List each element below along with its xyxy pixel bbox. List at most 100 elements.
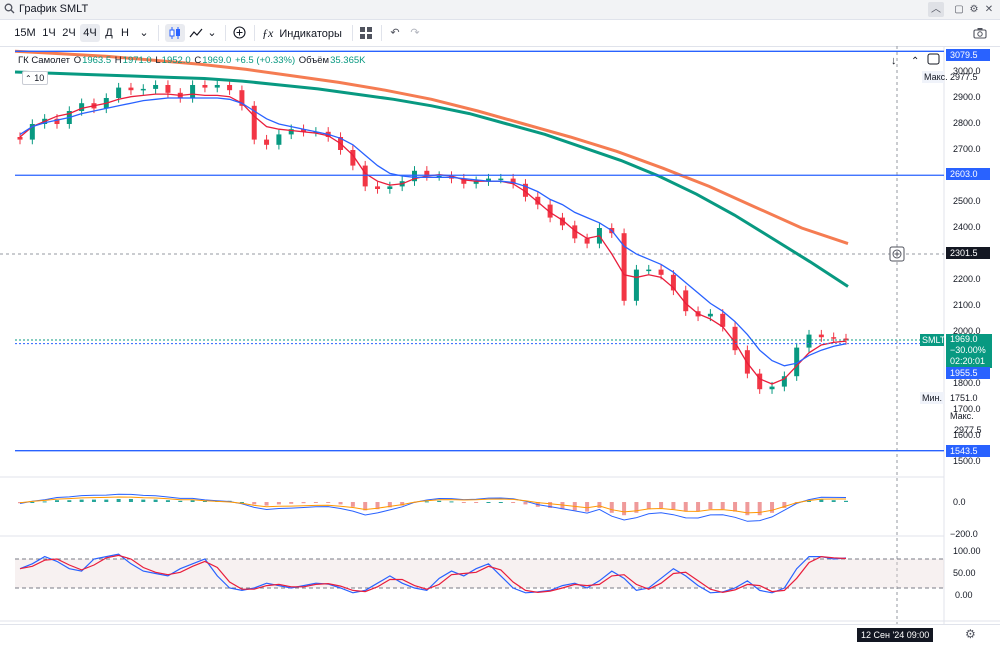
search-icon[interactable] [4,3,15,14]
macd-histogram-bar [326,502,331,503]
timeframe-d[interactable]: Д [105,27,113,39]
close-value: 1969.0 [202,55,232,66]
candles-icon[interactable] [165,24,185,42]
line-chart-icon[interactable] [186,24,206,42]
ma-line-ma-20 [19,97,847,367]
maximize-pane-icon[interactable] [927,53,940,65]
price-tick: 2200.0 [953,274,981,284]
hline-label-2603: 2603.0 [946,168,990,180]
window-title: График SMLT [19,3,89,15]
candle [29,124,35,140]
macd-histogram-bar [350,502,355,507]
last-price-tag: 1969.0 −30.00% 02:20:01 [946,334,992,368]
chevron-down-icon[interactable]: ⌄ [139,27,149,39]
redo-icon[interactable]: ↷ [410,27,420,39]
macd-histogram-bar [202,500,207,502]
arrow-down-icon[interactable]: ↓ [891,55,897,67]
macd-histogram-bar [757,502,762,516]
high-value: 1971.0 [122,55,152,66]
macd-histogram-bar [696,502,701,512]
window-titlebar: График SMLT ︿ ▢ ⚙ ✕ [0,0,1000,20]
candle [658,269,664,275]
min-tag: Мин. [920,392,944,404]
macd-histogram-bar [844,500,848,502]
candle [572,225,578,239]
volume-value: 35.365K [330,55,366,66]
gear-icon[interactable]: ⚙ [965,627,976,641]
candle [485,178,491,182]
ma-length-input[interactable]: ⌃ 10 [22,71,48,85]
candle [683,290,689,312]
chart-legend: ГК Самолет O1963.5 H1971.0 L1952.0 C1969… [18,55,366,66]
macd-line [19,493,847,522]
restore-icon[interactable]: ▢ [954,4,964,15]
ma-line-ma-100 [14,70,849,288]
camera-icon[interactable] [970,24,990,42]
macd-signal-line [19,496,846,514]
macd-pane [18,493,848,522]
candle [510,178,516,184]
macd-histogram-bar [597,502,602,508]
last-price-change: −30.00% [950,345,986,355]
price-tick: 2100.0 [953,300,981,310]
chevron-down-icon[interactable]: ⌄ [207,27,217,39]
candle [498,178,504,181]
macd-histogram-bar [289,502,294,504]
timeframe-2h[interactable]: 2Ч [62,27,76,39]
candle [781,376,787,387]
max-price: 2977.5 [950,72,978,82]
macd-histogram-bar [437,500,442,502]
macd-histogram-bar [523,502,528,505]
macd-histogram-bar [313,502,318,503]
hline-label-top: 3079.5 [946,49,990,61]
macd-histogram-bar [819,499,824,502]
last-price-symbol: SMLT [920,334,946,346]
price-tick: 1700.0 [953,404,981,414]
price-chart[interactable]: ↓ ⌃ [0,46,1000,624]
moving-averages-layer [14,49,849,385]
macd-histogram-bar [165,500,170,502]
function-icon: ƒx [262,26,274,40]
macd-histogram-bar [609,502,614,513]
price-tick: 3000.0 [953,66,981,76]
candle [128,87,134,91]
candle [301,129,307,132]
close-icon[interactable]: ✕ [984,4,994,15]
macd-histogram-bar [486,502,491,503]
timeframe-4h[interactable]: 4Ч [80,24,100,42]
candle [473,181,479,184]
candle [720,313,726,327]
undo-icon[interactable]: ↶ [390,27,400,39]
candle [757,373,763,390]
macd-histogram-bar [659,502,664,508]
timeframe-w[interactable]: Н [121,27,129,39]
add-symbol-icon[interactable] [230,24,248,42]
price-tick: 2700.0 [953,144,981,154]
candle [116,87,122,98]
stochastic-pane [19,553,847,594]
min-price: 1751.0 [950,393,978,403]
low-label: L [155,55,161,66]
macd-tick: −200.0 [950,529,978,539]
macd-histogram-bar [141,499,146,502]
toolbar-divider [352,25,353,41]
bar-countdown: 02:20:01 [950,356,986,366]
macd-histogram-bar [190,500,195,502]
collapse-icon[interactable]: ︿ [928,2,944,17]
gear-icon[interactable]: ⚙ [969,4,979,15]
timeframe-1h[interactable]: 1Ч [42,27,56,39]
candle [190,85,196,98]
macd-histogram-bar [622,502,627,516]
layout-grid-icon[interactable] [357,24,375,42]
macd-histogram-bar [474,502,479,503]
horizontal-lines-layer [15,50,944,452]
macd-histogram-bar [54,500,59,502]
timeframe-15m[interactable]: 15М [14,27,36,39]
indicators-button[interactable]: ƒx Индикаторы [262,24,352,42]
candle [646,269,652,272]
indicators-label: Индикаторы [279,28,342,40]
collapse-pane-icon[interactable]: ⌃ [911,56,919,67]
low-value: 1952.0 [161,55,191,66]
macd-histogram-bar [387,502,392,508]
candle [153,85,159,89]
